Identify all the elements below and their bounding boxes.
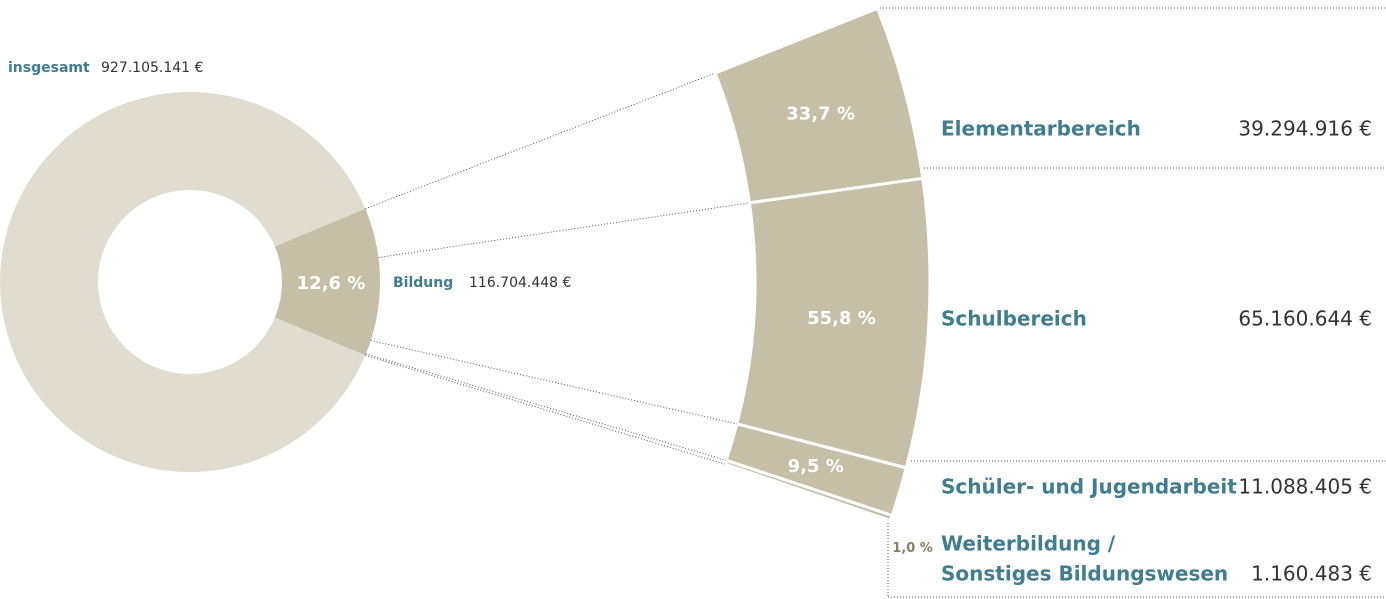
connector [365, 353, 727, 461]
breakdown-percent: 33,7 % [786, 103, 855, 124]
category-name: Elementarbereich [941, 117, 1141, 141]
category-name: Sonstiges Bildungswesen [941, 562, 1228, 586]
highlight-amount: 116.704.448 € [469, 275, 571, 291]
category-amount: 65.160.644 € [1238, 307, 1372, 331]
separators [877, 7, 1386, 598]
highlight-percent: 12,6 % [297, 273, 366, 294]
category-name: Schüler- und Jugendarbeit [941, 475, 1237, 499]
breakdown-percent: 9,5 % [788, 456, 844, 477]
breakdown-percent: 55,8 % [807, 308, 876, 329]
highlight-name: Bildung [393, 275, 453, 291]
donut-highlight [274, 208, 380, 356]
connector [365, 354, 726, 465]
category-amount: 39.294.916 € [1238, 117, 1372, 141]
connector [365, 72, 716, 210]
category-name: Weiterbildung / [941, 532, 1116, 556]
connector [378, 202, 750, 259]
category-amount: 11.088.405 € [1238, 475, 1372, 499]
category-name: Schulbereich [941, 307, 1087, 331]
donut-rest [0, 92, 366, 473]
total-value: 927.105.141 € [101, 60, 203, 76]
category-amount: 1.160.483 € [1251, 562, 1372, 586]
breakdown-percent: 1,0 % [892, 541, 933, 556]
total-label: insgesamt [8, 60, 90, 76]
connector [370, 339, 737, 425]
